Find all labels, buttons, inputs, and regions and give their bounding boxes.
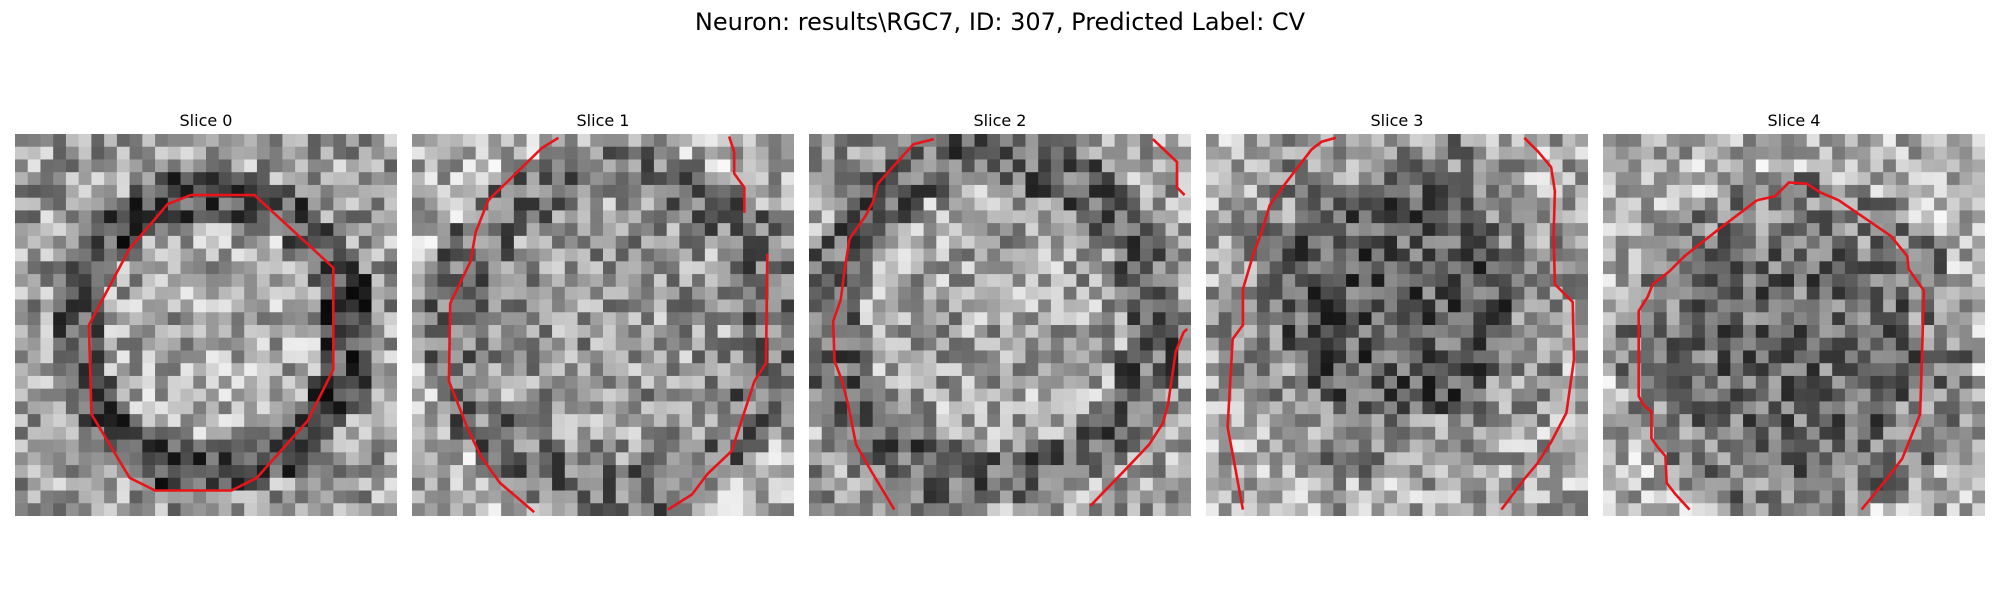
slice-0-image: [15, 134, 397, 516]
segmentation-contour: [447, 136, 560, 514]
figure-title: Neuron: results\RGC7, ID: 307, Predicted…: [694, 8, 1306, 36]
slice-panel-4: Slice 4: [1603, 110, 1985, 516]
segmentation-contour: [1226, 136, 1337, 510]
segmentation-contour: [1151, 138, 1186, 197]
slice-panel-1: Slice 1: [412, 110, 794, 516]
slice-0-title: Slice 0: [179, 111, 233, 130]
segmentation-contour: [667, 253, 769, 511]
slice-4-title: Slice 4: [1767, 111, 1821, 130]
slice-2-title: Slice 2: [973, 111, 1027, 130]
segmentation-contour: [1637, 199, 1758, 511]
slice-1-image: [412, 134, 794, 516]
segmentation-contour: [727, 136, 746, 213]
slice-panel-0: Slice 0: [15, 110, 397, 516]
segmentation-contour: [1089, 327, 1189, 507]
segmentation-contour: [87, 193, 335, 492]
slice-1-title: Slice 1: [576, 111, 630, 130]
segmentation-contour: [831, 137, 935, 511]
slice-4-image: [1603, 134, 1985, 516]
slice-3-image: [1206, 134, 1588, 516]
slice-panel-2: Slice 2: [809, 110, 1191, 516]
segmentation-contour: [1756, 181, 1926, 511]
segmentation-contour: [1500, 136, 1576, 511]
slice-2-image: [809, 134, 1191, 516]
slice-panel-3: Slice 3: [1206, 110, 1588, 516]
slice-3-title: Slice 3: [1370, 111, 1424, 130]
